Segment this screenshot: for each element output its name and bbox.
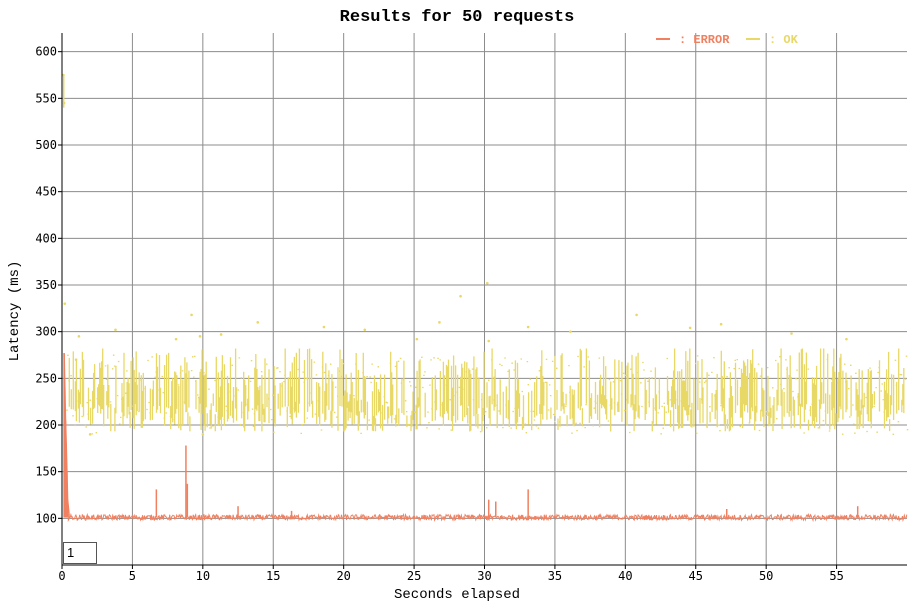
x-tick-label: 40 — [618, 569, 632, 583]
x-tick-label: 55 — [829, 569, 843, 583]
ok-point — [198, 335, 202, 338]
y-tick-label: 200 — [35, 418, 57, 432]
ok-point — [486, 281, 489, 285]
series-ok — [62, 73, 909, 436]
ok-point — [88, 433, 92, 436]
x-tick-label: 15 — [266, 569, 280, 583]
x-tick-label: 10 — [196, 569, 210, 583]
ok-point — [415, 337, 419, 341]
ok-point — [719, 322, 723, 326]
ok-point — [114, 328, 117, 332]
axes — [58, 33, 907, 569]
x-tick-label: 20 — [336, 569, 350, 583]
y-tick-label: 250 — [35, 371, 57, 385]
ok-point — [219, 333, 223, 336]
x-tick-label: 35 — [548, 569, 562, 583]
chart-title: Results for 50 requests — [340, 8, 575, 27]
ok-point — [63, 302, 67, 305]
y-tick-label: 600 — [35, 45, 57, 59]
ok-point — [174, 337, 178, 341]
ok-point — [459, 294, 462, 298]
x-tick-label: 5 — [129, 569, 136, 583]
legend-label-ok: : OK — [769, 33, 799, 47]
ok-point — [74, 358, 78, 361]
y-tick-label: 500 — [35, 138, 57, 152]
y-tick-label: 300 — [35, 325, 57, 339]
tick-labels: 0 5 10 15 20 25 30 35 40 45 50 55 100 150 200 250 300 350… — [35, 45, 843, 583]
error-startup-curve — [63, 353, 70, 514]
y-tick-label: 400 — [35, 231, 57, 245]
ok-point — [322, 325, 326, 329]
x-tick-label: 50 — [759, 569, 773, 583]
x-tick-label: 0 — [58, 569, 65, 583]
ok-point — [688, 326, 692, 330]
ok-point — [526, 325, 530, 329]
error-baseline — [67, 512, 908, 523]
y-tick-label: 550 — [35, 91, 57, 105]
legend: : ERROR : OK — [656, 33, 799, 47]
ok-point — [77, 335, 81, 338]
y-tick-label: 150 — [35, 465, 57, 479]
ok-point — [635, 313, 638, 317]
ok-point — [256, 321, 260, 324]
ok-point — [569, 330, 572, 333]
series-ok-marks — [66, 348, 909, 435]
y-axis-label: Latency (ms) — [7, 261, 23, 362]
ok-point — [363, 328, 367, 332]
ok-point — [845, 337, 848, 341]
y-tick-label: 100 — [35, 511, 57, 525]
ok-point — [790, 332, 793, 335]
ok-point — [190, 313, 193, 317]
grid — [62, 33, 907, 565]
x-tick-label: 30 — [477, 569, 491, 583]
legend-label-error: : ERROR — [679, 33, 730, 47]
y-tick-label: 350 — [35, 278, 57, 292]
zoom-input[interactable]: 1 — [63, 542, 97, 564]
ok-point — [438, 321, 441, 324]
series-error — [63, 353, 908, 523]
x-axis-label: Seconds elapsed — [394, 587, 520, 602]
x-tick-label: 45 — [689, 569, 703, 583]
y-tick-label: 450 — [35, 185, 57, 199]
ok-point — [487, 339, 491, 343]
ok-point — [201, 433, 205, 436]
x-tick-label: 25 — [407, 569, 421, 583]
